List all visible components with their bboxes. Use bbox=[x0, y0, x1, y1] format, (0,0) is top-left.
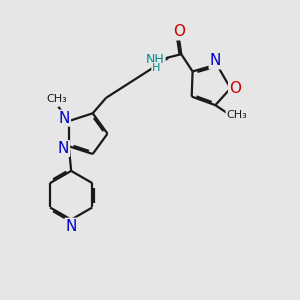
Text: O: O bbox=[229, 81, 241, 96]
Text: H: H bbox=[152, 63, 160, 73]
Text: N: N bbox=[210, 53, 221, 68]
Text: CH₃: CH₃ bbox=[46, 94, 67, 104]
Text: O: O bbox=[173, 24, 185, 39]
Text: NH: NH bbox=[146, 53, 165, 66]
Text: N: N bbox=[58, 141, 69, 156]
Text: N: N bbox=[58, 111, 70, 126]
Text: N: N bbox=[65, 219, 77, 234]
Text: CH₃: CH₃ bbox=[226, 110, 247, 120]
